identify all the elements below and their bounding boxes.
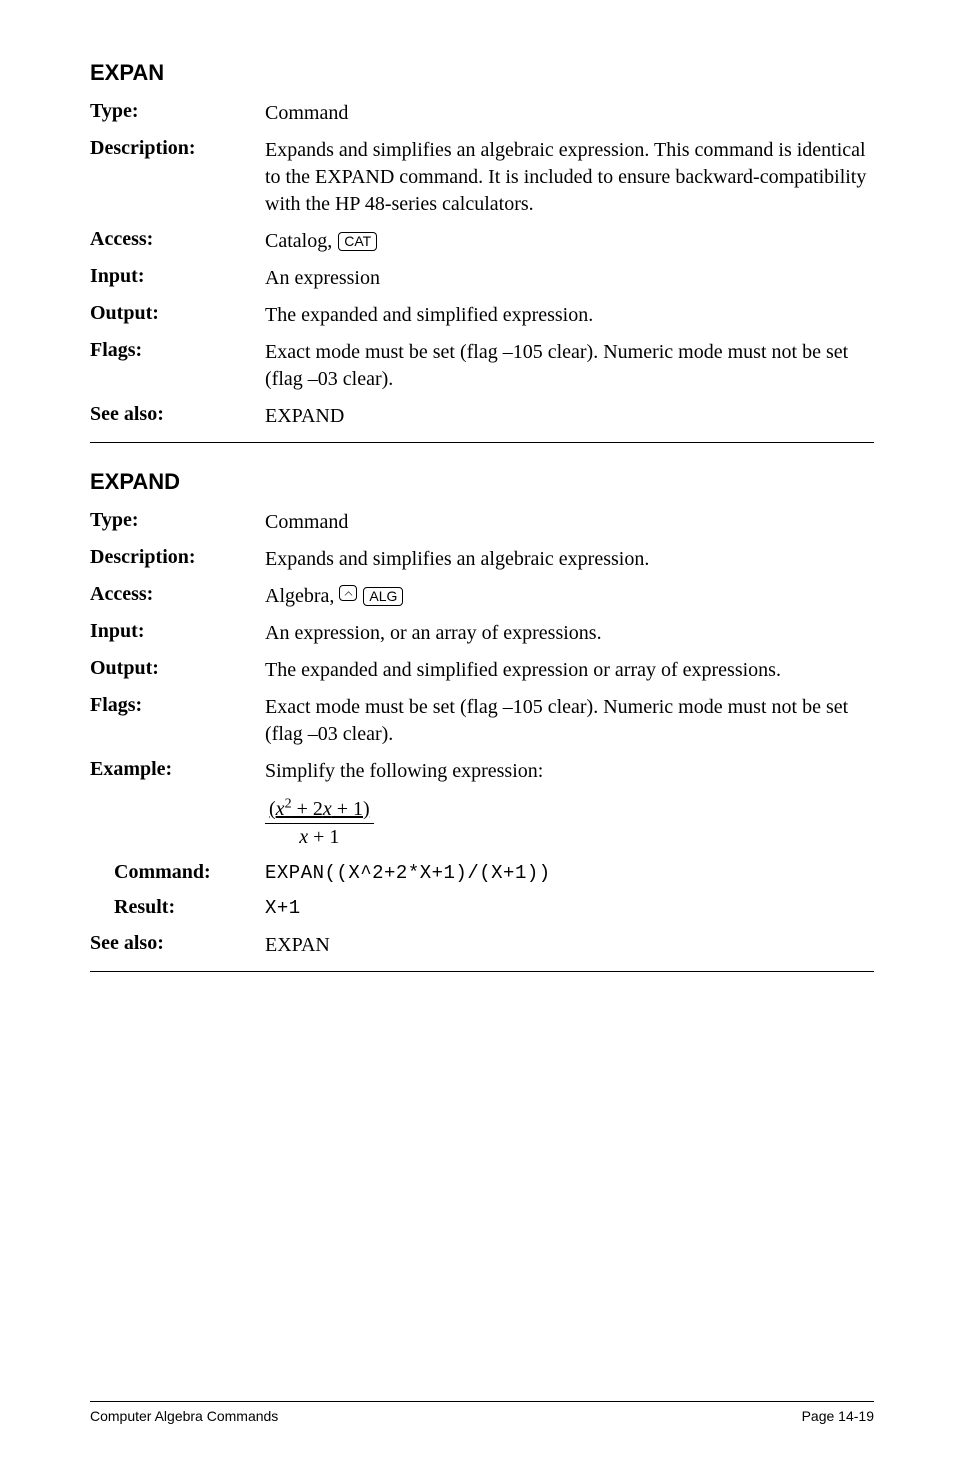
expan-access-row: Access: Catalog, CAT xyxy=(90,228,874,255)
command-value: EXPAN((X^2+2*X+1)/(X+1)) xyxy=(265,861,874,887)
output-value: The expanded and simplified expression o… xyxy=(265,657,874,684)
expand-example-row: Example: Simplify the following expressi… xyxy=(90,758,874,785)
type-label: Type: xyxy=(90,100,265,123)
input-label: Input: xyxy=(90,265,265,288)
access-label: Access: xyxy=(90,228,265,251)
see-value: EXPAND xyxy=(265,403,874,430)
expan-see-row: See also: EXPAND xyxy=(90,403,874,430)
type-value: Command xyxy=(265,100,874,127)
result-value: X+1 xyxy=(265,896,874,922)
result-label: Result: xyxy=(90,896,265,919)
page-footer: Computer Algebra Commands Page 14-19 xyxy=(90,1401,874,1424)
section-divider xyxy=(90,442,874,443)
desc-value: Expands and simplifies an algebraic expr… xyxy=(265,546,874,573)
fraction: (x2 + 2x + 1) x + 1 xyxy=(265,795,374,851)
expan-output-row: Output: The expanded and simplified expr… xyxy=(90,302,874,329)
access-value: Algebra, ALG xyxy=(265,583,874,610)
fraction-numerator: (x2 + 2x + 1) xyxy=(265,795,374,824)
input-value: An expression xyxy=(265,265,874,292)
output-label: Output: xyxy=(90,657,265,680)
expand-flags-row: Flags: Exact mode must be set (flag –105… xyxy=(90,694,874,748)
example-intro: Simplify the following expression: xyxy=(265,758,874,785)
access-text: Algebra, xyxy=(265,585,339,607)
expand-see-row: See also: EXPAN xyxy=(90,932,874,959)
expand-example-frac-row: (x2 + 2x + 1) x + 1 xyxy=(90,795,874,851)
example-fraction: (x2 + 2x + 1) x + 1 xyxy=(265,795,874,851)
flags-label: Flags: xyxy=(90,339,265,362)
output-label: Output: xyxy=(90,302,265,325)
see-label: See also: xyxy=(90,932,265,955)
cat-key-icon: CAT xyxy=(338,232,377,251)
expan-title: EXPAN xyxy=(90,60,874,86)
expand-command-row: Command: EXPAN((X^2+2*X+1)/(X+1)) xyxy=(90,861,874,887)
access-text: Catalog, xyxy=(265,230,337,252)
input-label: Input: xyxy=(90,620,265,643)
example-label: Example: xyxy=(90,758,265,781)
desc-label: Description: xyxy=(90,137,265,160)
flags-value: Exact mode must be set (flag –105 clear)… xyxy=(265,339,874,393)
expand-title: EXPAND xyxy=(90,469,874,495)
output-value: The expanded and simplified expression. xyxy=(265,302,874,329)
expand-desc-row: Description: Expands and simplifies an a… xyxy=(90,546,874,573)
access-label: Access: xyxy=(90,583,265,606)
type-value: Command xyxy=(265,509,874,536)
expand-access-row: Access: Algebra, ALG xyxy=(90,583,874,610)
flags-value: Exact mode must be set (flag –105 clear)… xyxy=(265,694,874,748)
flags-label: Flags: xyxy=(90,694,265,717)
frac-num-text: (x2 + 2x + 1) xyxy=(269,798,370,820)
shift-key-icon xyxy=(339,585,357,601)
expand-input-row: Input: An expression, or an array of exp… xyxy=(90,620,874,647)
fraction-denominator: x + 1 xyxy=(265,824,374,851)
type-label: Type: xyxy=(90,509,265,532)
expand-type-row: Type: Command xyxy=(90,509,874,536)
expan-type-row: Type: Command xyxy=(90,100,874,127)
alg-key-icon: ALG xyxy=(363,587,403,606)
see-label: See also: xyxy=(90,403,265,426)
see-value: EXPAN xyxy=(265,932,874,959)
expan-desc-row: Description: Expands and simplifies an a… xyxy=(90,137,874,218)
expand-result-row: Result: X+1 xyxy=(90,896,874,922)
footer-left: Computer Algebra Commands xyxy=(90,1408,278,1424)
expan-input-row: Input: An expression xyxy=(90,265,874,292)
command-label: Command: xyxy=(90,861,265,884)
expan-flags-row: Flags: Exact mode must be set (flag –105… xyxy=(90,339,874,393)
expand-output-row: Output: The expanded and simplified expr… xyxy=(90,657,874,684)
input-value: An expression, or an array of expression… xyxy=(265,620,874,647)
footer-right: Page 14-19 xyxy=(802,1408,874,1424)
section-divider xyxy=(90,971,874,972)
page-content: EXPAN Type: Command Description: Expands… xyxy=(90,60,874,1401)
desc-label: Description: xyxy=(90,546,265,569)
desc-value: Expands and simplifies an algebraic expr… xyxy=(265,137,874,218)
access-value: Catalog, CAT xyxy=(265,228,874,255)
